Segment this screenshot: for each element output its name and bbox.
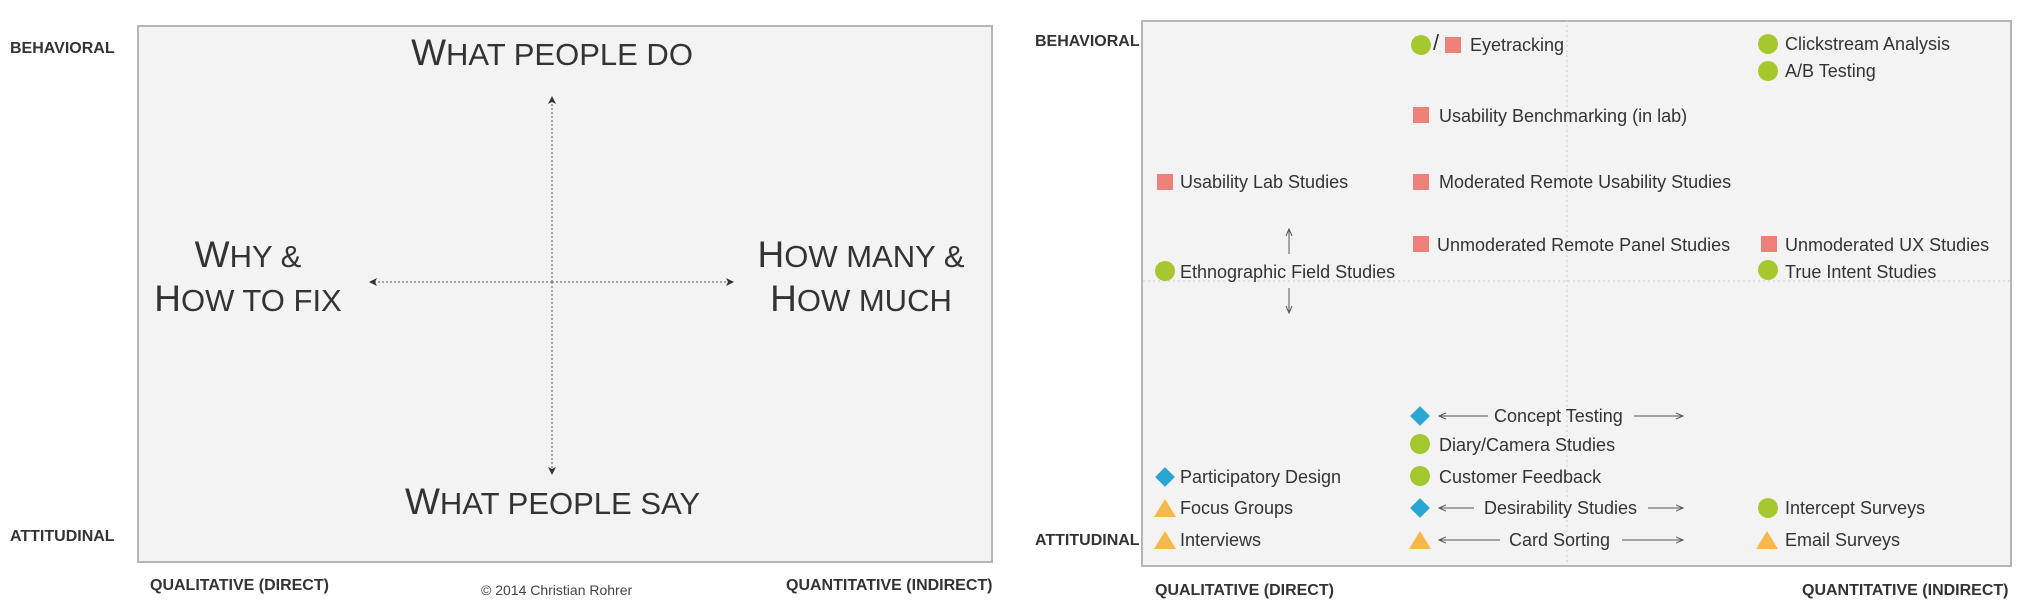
- eyetracking-square-icon: [1445, 37, 1461, 53]
- focus-groups-triangle-icon: [1154, 531, 1176, 549]
- card-sorting-triangle-icon: [1409, 531, 1431, 549]
- clickstream-label: Clickstream Analysis: [1785, 34, 1951, 54]
- usability-lab-square-icon: [1157, 174, 1173, 190]
- focus-groups-triangle-icon-2: [1154, 499, 1176, 517]
- eyetracking-circle-icon: [1411, 35, 1431, 55]
- left-x-quantitative-label: QUANTITATIVE (INDIRECT): [786, 577, 993, 594]
- why-how-to-fix-heading: WHY & HOW TO FIX: [154, 234, 342, 319]
- usability-benchmarking-square-icon: [1413, 107, 1429, 123]
- ab-testing-label: A/B Testing: [1785, 61, 1876, 81]
- right-y-behavioral-label: BEHAVIORAL: [1035, 33, 1140, 50]
- how-many-how-much-heading: HOW MANY & HOW MUCH: [757, 234, 965, 319]
- card-sorting-label: Card Sorting: [1509, 530, 1611, 550]
- email-surveys-label: Email Surveys: [1785, 530, 1901, 550]
- left-quadrant-panel: [137, 25, 993, 563]
- customer-feedback-label: Customer Feedback: [1439, 467, 1602, 487]
- participatory-label: Participatory Design: [1180, 467, 1342, 487]
- email-surveys-triangle-icon: [1756, 531, 1778, 549]
- concept-testing-label: Concept Testing: [1494, 406, 1623, 426]
- eyetracking-label: Eyetracking: [1470, 35, 1565, 55]
- what-people-do-heading: WHAT PEOPLE DO: [411, 32, 693, 73]
- usability-benchmarking-label: Usability Benchmarking (in lab): [1439, 106, 1688, 126]
- copyright-text: © 2014 Christian Rohrer: [481, 582, 633, 598]
- right-x-quantitative-label: QUANTITATIVE (INDIRECT): [1802, 582, 2009, 599]
- moderated-remote-square-icon: [1413, 174, 1429, 190]
- left-y-behavioral-label: BEHAVIORAL: [10, 40, 115, 57]
- eyetracking-slash: /: [1433, 30, 1440, 55]
- unmoderated-ux-square-icon: [1761, 236, 1777, 252]
- unmoderated-ux-label: Unmoderated UX Studies: [1785, 235, 1990, 255]
- usability-lab-label: Usability Lab Studies: [1180, 172, 1349, 192]
- desirability-label: Desirability Studies: [1484, 498, 1638, 518]
- focus-groups-label: Focus Groups: [1180, 498, 1294, 518]
- diary-camera-label: Diary/Camera Studies: [1439, 435, 1616, 455]
- what-people-say-heading: WHAT PEOPLE SAY: [404, 481, 701, 522]
- interviews-label: Interviews: [1180, 530, 1262, 550]
- clickstream-circle-icon: [1758, 34, 1778, 54]
- intercept-label: Intercept Surveys: [1785, 498, 1926, 518]
- ethnographic-label: Ethnographic Field Studies: [1180, 262, 1396, 282]
- customer-feedback-circle-icon: [1410, 466, 1430, 486]
- right-x-qualitative-label: QUALITATIVE (DIRECT): [1155, 582, 1334, 599]
- true-intent-circle-icon: [1758, 260, 1778, 280]
- left-x-qualitative-label: QUALITATIVE (DIRECT): [150, 577, 329, 594]
- ethnographic-circle-icon: [1155, 261, 1175, 281]
- intercept-circle-icon: [1758, 498, 1778, 518]
- diary-camera-circle-icon: [1410, 434, 1430, 454]
- unmoderated-panel-square-icon: [1413, 236, 1429, 252]
- unmoderated-panel-label: Unmoderated Remote Panel Studies: [1437, 235, 1731, 255]
- true-intent-label: True Intent Studies: [1785, 262, 1937, 282]
- left-y-attitudinal-label: ATTITUDINAL: [10, 528, 115, 545]
- ab-testing-circle-icon: [1758, 61, 1778, 81]
- moderated-remote-label: Moderated Remote Usability Studies: [1439, 172, 1732, 192]
- right-y-attitudinal-label: ATTITUDINAL: [1035, 532, 1140, 549]
